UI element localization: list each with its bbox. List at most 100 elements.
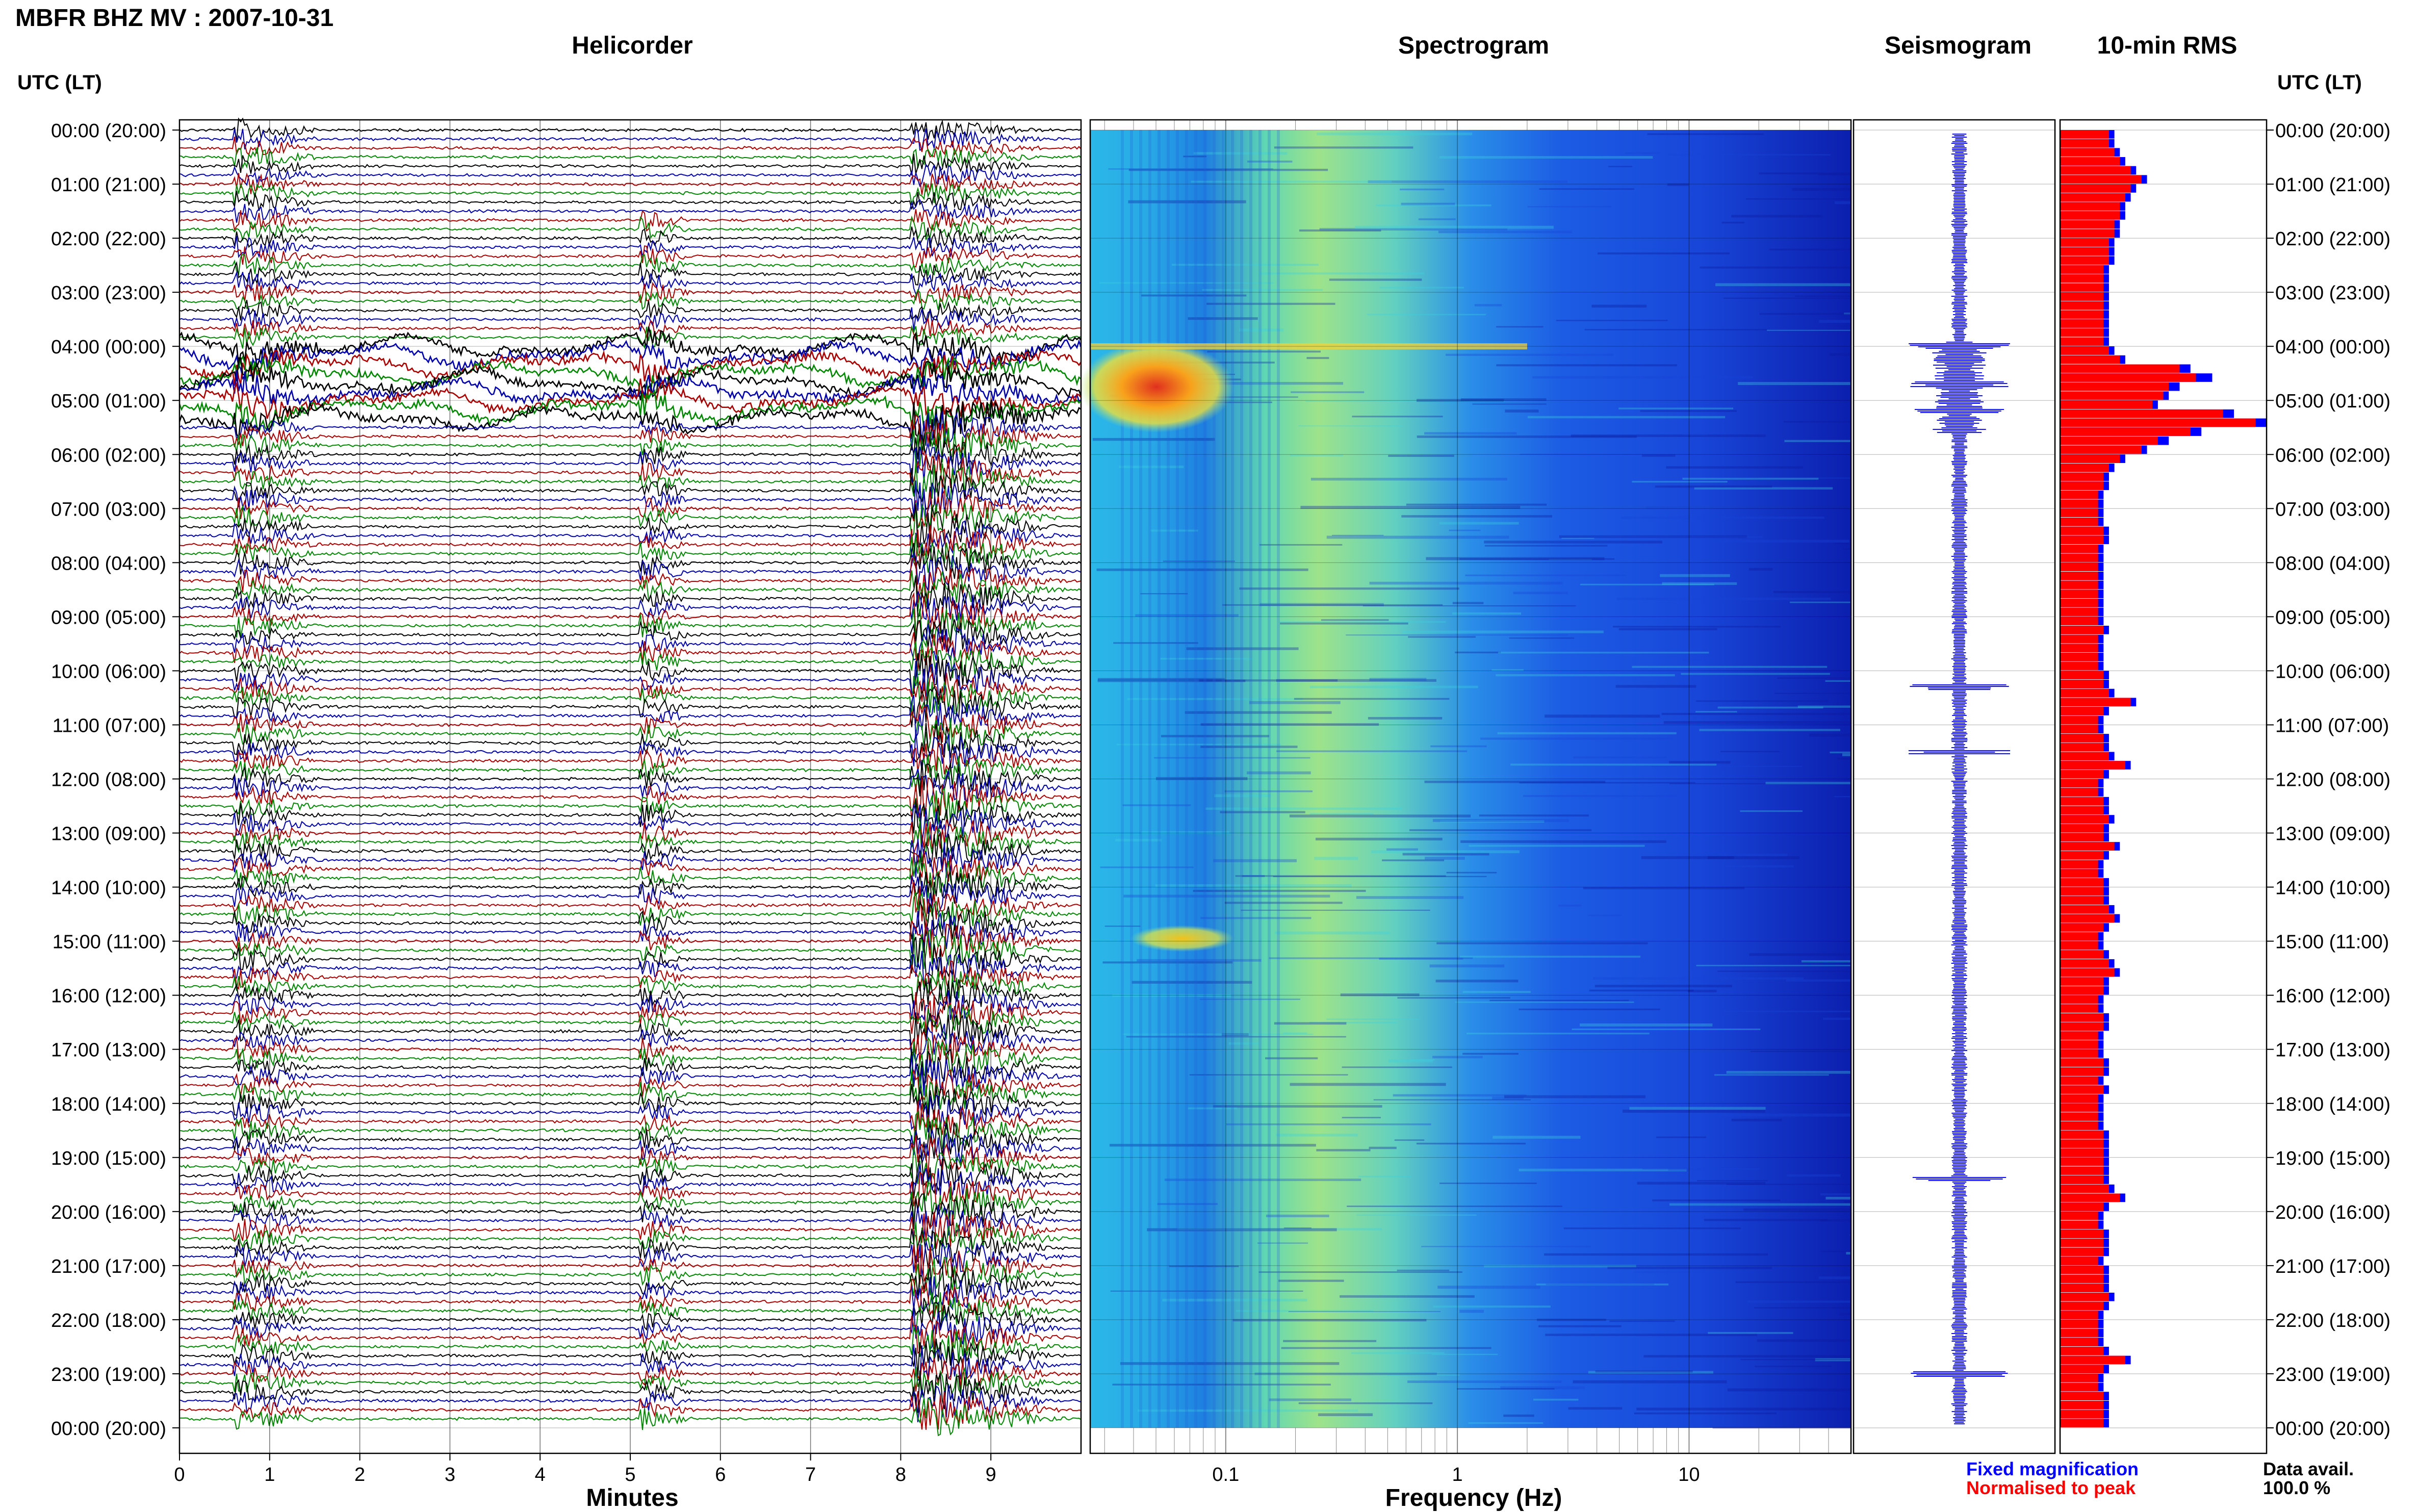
spectrogram-streak	[1759, 172, 1851, 174]
spectrogram-streak	[1259, 603, 1384, 606]
spectrogram-streak	[1607, 1267, 1772, 1269]
spectrogram-streak	[1613, 626, 1781, 628]
spectrogram-streak	[1455, 1001, 1634, 1003]
spectrogram-streak	[1503, 1414, 1534, 1417]
spectrogram-streak	[1150, 529, 1198, 532]
spectrogram-streak	[1332, 534, 1384, 536]
rms-bar-normalised	[2060, 1346, 2104, 1355]
spectrogram-streak	[1835, 201, 1851, 204]
rms-bar-normalised	[2060, 815, 2109, 824]
spectrogram-streak	[1825, 680, 1851, 682]
spectrogram-streak	[1183, 156, 1207, 158]
spectrogram-streak	[1220, 811, 1305, 813]
rms-bar-normalised	[2060, 1220, 2098, 1229]
spectrogram-streak	[1660, 574, 1730, 577]
spectrogram-streak	[1479, 814, 1589, 817]
spectrogram-streak	[1135, 614, 1239, 617]
spectrogram-streak	[1092, 438, 1215, 441]
spectrogram-streak	[1608, 166, 1633, 167]
spectrogram-streak	[1155, 884, 1352, 887]
spectrogram-streak	[1407, 1380, 1562, 1383]
spectrogram-hotspot	[1079, 341, 1234, 433]
legend-normalised: Normalised to peak	[1966, 1477, 2136, 1498]
rms-bar-normalised	[2060, 247, 2109, 256]
spectrogram-streak	[1213, 859, 1297, 862]
spectrogram-streak	[1177, 1228, 1382, 1231]
spectrogram-streak	[1141, 831, 1229, 834]
spectrogram-streak	[1432, 818, 1569, 822]
rms-bar-normalised	[2060, 680, 2104, 688]
seismogram-trace	[1908, 134, 2011, 1424]
rms-bar-normalised	[2060, 1157, 2104, 1166]
spectrogram-streak	[1820, 1193, 1851, 1196]
hour-tick-label-right: 10:00 (06:00)	[2275, 661, 2390, 682]
spectrogram-streak	[1163, 560, 1235, 562]
hour-tick-label-left: 20:00 (16:00)	[51, 1202, 166, 1223]
spectrogram-streak	[1108, 168, 1273, 170]
spectrogram-streak	[1538, 1325, 1622, 1327]
spectrogram-streak	[1369, 581, 1563, 585]
spectrogram-streak	[1715, 283, 1851, 287]
spectrogram-streak	[1527, 416, 1726, 419]
hour-tick-label-right: 15:00 (11:00)	[2275, 932, 2389, 953]
spectrogram-frame	[1089, 119, 1852, 1454]
spectrogram-streak	[1754, 1307, 1851, 1309]
minute-tick-label: 4	[535, 1464, 546, 1485]
spectrogram-streak	[1172, 264, 1319, 266]
rms-bar-normalised	[2060, 202, 2120, 211]
spectrogram-streak	[1765, 782, 1851, 784]
rms-bar-normalised	[2060, 1400, 2104, 1410]
hour-tick-label-left: 00:00 (20:00)	[51, 1418, 166, 1440]
hour-tick-label-left: 09:00 (05:00)	[51, 607, 166, 628]
spectrogram-streak	[1438, 230, 1572, 234]
rms-bar-normalised	[2060, 544, 2098, 553]
rms-bar-normalised	[2060, 977, 2104, 986]
spectrogram-streak	[1373, 1099, 1531, 1100]
rms-bar-normalised	[2060, 788, 2098, 797]
spectrogram-streak	[1242, 875, 1265, 878]
spectrogram-streak	[1104, 926, 1141, 927]
spectrogram-streak	[1290, 1083, 1446, 1086]
spectrogram-xlabel: Frequency (Hz)	[1385, 1484, 1562, 1511]
rms-bar-normalised	[2060, 634, 2098, 644]
spectrogram-streak	[1496, 674, 1675, 677]
rms-bar-normalised	[2060, 671, 2104, 680]
rms-bar-normalised	[2060, 526, 2104, 535]
rms-bar-normalised	[2060, 644, 2098, 653]
rms-bar-normalised	[2060, 806, 2104, 815]
spectrogram-band	[1148, 130, 1151, 1428]
minute-tick-label: 9	[986, 1464, 996, 1485]
hour-tick-label-left: 04:00 (00:00)	[51, 337, 166, 358]
rms-bar-normalised	[2060, 1049, 2098, 1058]
spectrogram-streak	[1563, 1227, 1741, 1229]
spectrogram-streak	[1115, 838, 1162, 842]
spectrogram-streak	[1259, 544, 1343, 546]
spectrogram-streak	[1587, 914, 1621, 916]
hour-tick-label-right: 08:00 (04:00)	[2275, 553, 2390, 574]
spectrogram-streak	[1505, 409, 1539, 413]
spectrogram-streak	[1496, 364, 1677, 367]
spectrogram-streak	[1169, 1265, 1239, 1267]
spectrogram-streak	[1452, 602, 1484, 604]
spectrogram-streak	[1527, 206, 1612, 208]
hour-tick-label-right: 00:00 (20:00)	[2275, 120, 2390, 142]
spectrogram-streak	[1097, 679, 1246, 682]
spectrogram-streak	[1128, 200, 1246, 203]
spectrogram-streak	[1116, 744, 1281, 746]
spectrogram-streak	[1775, 693, 1851, 694]
spectrogram-streak	[1388, 1059, 1433, 1063]
spectrogram-streak	[1755, 1366, 1832, 1367]
spectrogram-streak	[1276, 1134, 1358, 1137]
spectrogram-streak	[1452, 612, 1522, 615]
rms-bar-normalised	[2060, 166, 2131, 175]
spectrogram-streak	[1315, 837, 1443, 841]
rms-bar-normalised	[2060, 1004, 2098, 1013]
spectrogram-streak	[1643, 1355, 1851, 1357]
data-avail-value: 100.0 %	[2263, 1477, 2331, 1498]
spectrogram-streak	[1318, 1413, 1373, 1416]
spectrogram-streak	[1646, 506, 1695, 509]
rms-bar-normalised	[2060, 688, 2109, 698]
spectrogram-streak	[1371, 850, 1520, 854]
rms-bar-normalised	[2060, 445, 2142, 454]
